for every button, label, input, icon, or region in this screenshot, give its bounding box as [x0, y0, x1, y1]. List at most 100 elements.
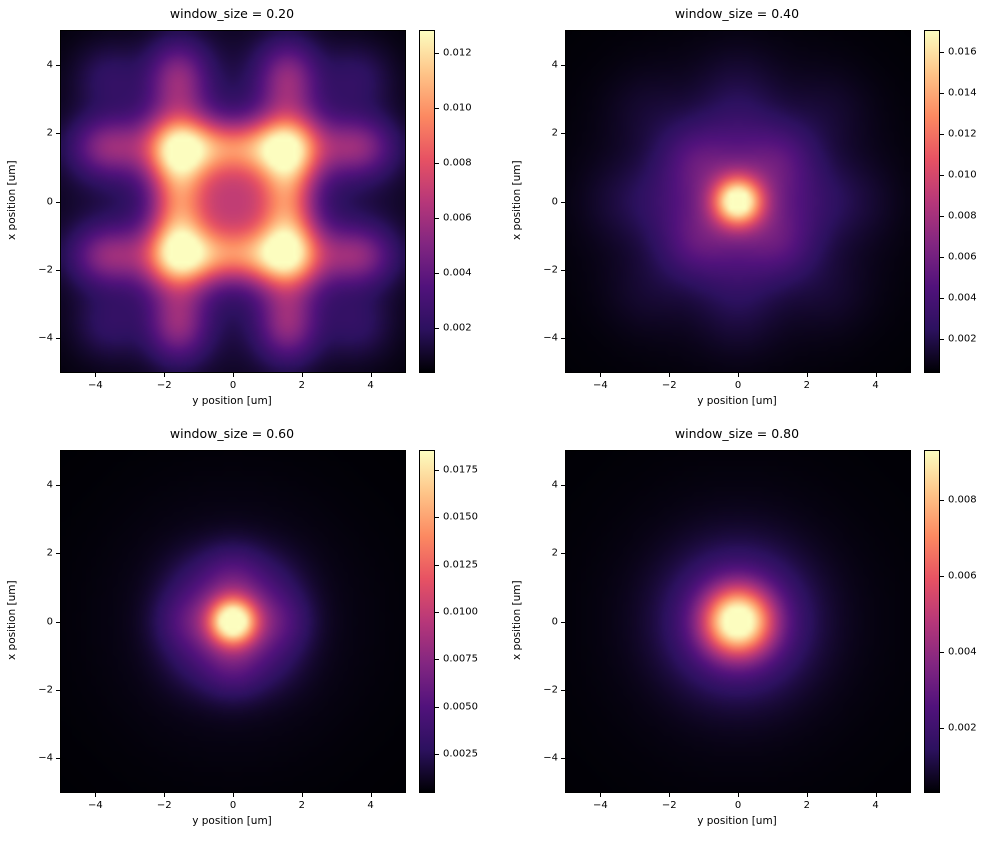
- y-tick-label: 0: [551, 196, 558, 207]
- heatmap-canvas: [61, 451, 405, 792]
- y-axis-label: x position [um]: [6, 580, 18, 661]
- colorbar-tick-mark: [435, 659, 439, 661]
- axes-area: −4 −2 0 2 4 −4 −2 0 2 4: [38, 30, 406, 391]
- y-axis-label: x position [um]: [511, 580, 523, 661]
- colorbar-tick-label: 0.006: [443, 212, 472, 224]
- x-axis-label: y position [um]: [192, 395, 272, 407]
- x-tick-label: 4: [872, 380, 879, 391]
- colorbar-tick-mark: [435, 53, 439, 54]
- y-tick-mark: [56, 337, 60, 339]
- colorbar-tick-label: 0.008: [443, 157, 472, 169]
- colorbar-tick-label: 0.0075: [443, 653, 478, 665]
- x-tick-label: 2: [298, 800, 305, 811]
- colorbar-tick-mark: [435, 469, 439, 471]
- colorbar-tick-mark: [940, 298, 944, 300]
- heatmap-canvas: [566, 451, 910, 792]
- x-tick-mark: [370, 373, 372, 377]
- colorbar-tick-mark: [435, 163, 439, 164]
- heatmap-canvas: [566, 31, 910, 372]
- colorbar-tick-mark: [435, 328, 439, 329]
- y-tick-label: −4: [543, 752, 558, 764]
- subplot-window-size-040: window_size = 0.40 x position [um] −4 −2 0…: [505, 0, 1003, 421]
- colorbar-gradient: [420, 451, 434, 792]
- colorbar-tick-label: 0.012: [948, 128, 977, 140]
- x-tick-label: −4: [593, 380, 608, 391]
- x-tick-mark: [95, 793, 97, 797]
- y-tick-mark: [561, 757, 565, 759]
- colorbar-tick-mark: [940, 727, 944, 729]
- y-tick-mark: [561, 689, 565, 691]
- x-tick-label: 2: [803, 800, 810, 811]
- x-tick-mark: [738, 793, 739, 797]
- colorbar-gradient: [925, 31, 939, 372]
- colorbar: 0.002 0.004 0.006 0.008 0.010 0.012 0.014 0.016: [924, 30, 977, 373]
- colorbar-tick-mark: [940, 256, 944, 258]
- colorbar-tick-label: 0.010: [443, 102, 472, 114]
- x-tick-mark: [600, 793, 602, 797]
- x-axis-label: y position [um]: [697, 395, 777, 407]
- y-tick-mark: [561, 65, 565, 67]
- colorbar-tick-label: 0.006: [948, 570, 977, 582]
- colorbar-tick-label: 0.004: [948, 646, 977, 658]
- x-tick-mark: [233, 373, 234, 377]
- colorbar-tick-mark: [940, 500, 944, 502]
- x-tick-mark: [600, 373, 602, 377]
- x-tick-label: 4: [367, 800, 374, 811]
- colorbar-tick-label: 0.006: [948, 251, 977, 263]
- x-tick-mark: [301, 373, 303, 377]
- colorbar-tick-mark: [940, 92, 944, 94]
- y-tick-label: 0: [46, 196, 53, 207]
- y-tick-label: 4: [551, 479, 558, 491]
- colorbar-tick-label: 0.014: [948, 87, 977, 99]
- x-tick-label: −2: [156, 380, 172, 391]
- colorbar-tick-mark: [940, 651, 944, 653]
- x-tick-mark: [164, 373, 166, 377]
- colorbar-tick-label: 0.012: [443, 47, 472, 59]
- subplot-window-size-080: window_size = 0.80 x position [um] −4 −2 0…: [505, 420, 1003, 841]
- x-tick-mark: [370, 793, 372, 797]
- y-tick-mark: [56, 621, 60, 623]
- plot-title: window_size = 0.80: [674, 426, 800, 441]
- x-tick-mark: [95, 373, 97, 377]
- colorbar-tick-mark: [940, 215, 944, 217]
- x-tick-mark: [738, 373, 739, 377]
- y-tick-mark: [561, 133, 565, 135]
- colorbar-tick-label: 0.004: [443, 267, 472, 279]
- y-tick-label: 4: [46, 479, 53, 491]
- y-tick-label: −2: [38, 684, 53, 696]
- y-tick-mark: [561, 485, 565, 487]
- subplot-window-size-020: window_size = 0.20 x position [um] −4 −2 0…: [0, 0, 498, 421]
- plot-title: window_size = 0.60: [169, 426, 295, 441]
- x-tick-mark: [806, 793, 808, 797]
- colorbar-tick-mark: [940, 576, 944, 578]
- x-tick-label: −2: [661, 380, 677, 391]
- y-tick-mark: [561, 269, 565, 271]
- y-tick-label: −2: [543, 684, 558, 696]
- colorbar-tick-label: 0.0100: [443, 606, 478, 618]
- x-tick-label: −2: [156, 800, 172, 811]
- colorbar-tick-mark: [940, 174, 944, 176]
- colorbar-tick-label: 0.004: [948, 292, 977, 304]
- colorbar: 0.002 0.004 0.006 0.008 0.010 0.012: [419, 30, 472, 373]
- x-tick-label: 0: [734, 800, 742, 811]
- x-tick-label: 4: [367, 380, 374, 391]
- y-tick-mark: [561, 337, 565, 339]
- colorbar: 0.0025 0.0050 0.0075 0.0100 0.0125 0.0150 0.01…: [419, 450, 478, 793]
- x-tick-mark: [806, 373, 808, 377]
- y-tick-mark: [561, 201, 565, 203]
- x-tick-mark: [669, 373, 671, 377]
- x-tick-label: −4: [88, 800, 103, 811]
- y-axis-label: x position [um]: [6, 160, 18, 241]
- x-tick-label: −4: [88, 380, 103, 391]
- colorbar-gradient: [420, 31, 434, 372]
- colorbar-tick-mark: [435, 612, 439, 614]
- subplot-window-size-060: window_size = 0.60 x position [um] −4 −2 0…: [0, 420, 498, 841]
- y-tick-mark: [561, 553, 565, 555]
- colorbar-tick-mark: [940, 339, 944, 341]
- x-tick-mark: [164, 793, 166, 797]
- x-tick-mark: [875, 373, 877, 377]
- y-tick-mark: [56, 201, 60, 203]
- y-tick-label: 2: [551, 127, 558, 139]
- x-tick-mark: [669, 793, 671, 797]
- y-tick-mark: [56, 553, 60, 555]
